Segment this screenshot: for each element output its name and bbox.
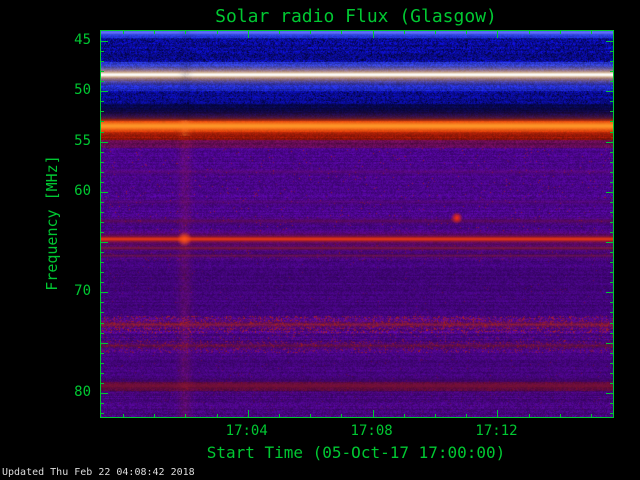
- x-tick-label: 17:12: [475, 423, 518, 439]
- y-tick-label: 55: [74, 132, 91, 149]
- y-axis-title: Frequency [MHz]: [43, 155, 61, 291]
- y-tick-label: 80: [74, 383, 91, 400]
- y-tick-label: 45: [74, 32, 91, 49]
- spectrogram-plot: [100, 30, 614, 418]
- y-tick-label: 50: [74, 82, 91, 99]
- x-tick-label: 17:04: [225, 423, 268, 439]
- spectrogram-canvas: [101, 31, 613, 417]
- plot-title: Solar radio Flux (Glasgow): [215, 6, 497, 27]
- x-axis-title: Start Time (05-Oct-17 17:00:00): [206, 443, 506, 462]
- x-tick-label: 17:08: [350, 423, 393, 439]
- updated-timestamp: Updated Thu Feb 22 04:08:42 2018: [2, 467, 195, 478]
